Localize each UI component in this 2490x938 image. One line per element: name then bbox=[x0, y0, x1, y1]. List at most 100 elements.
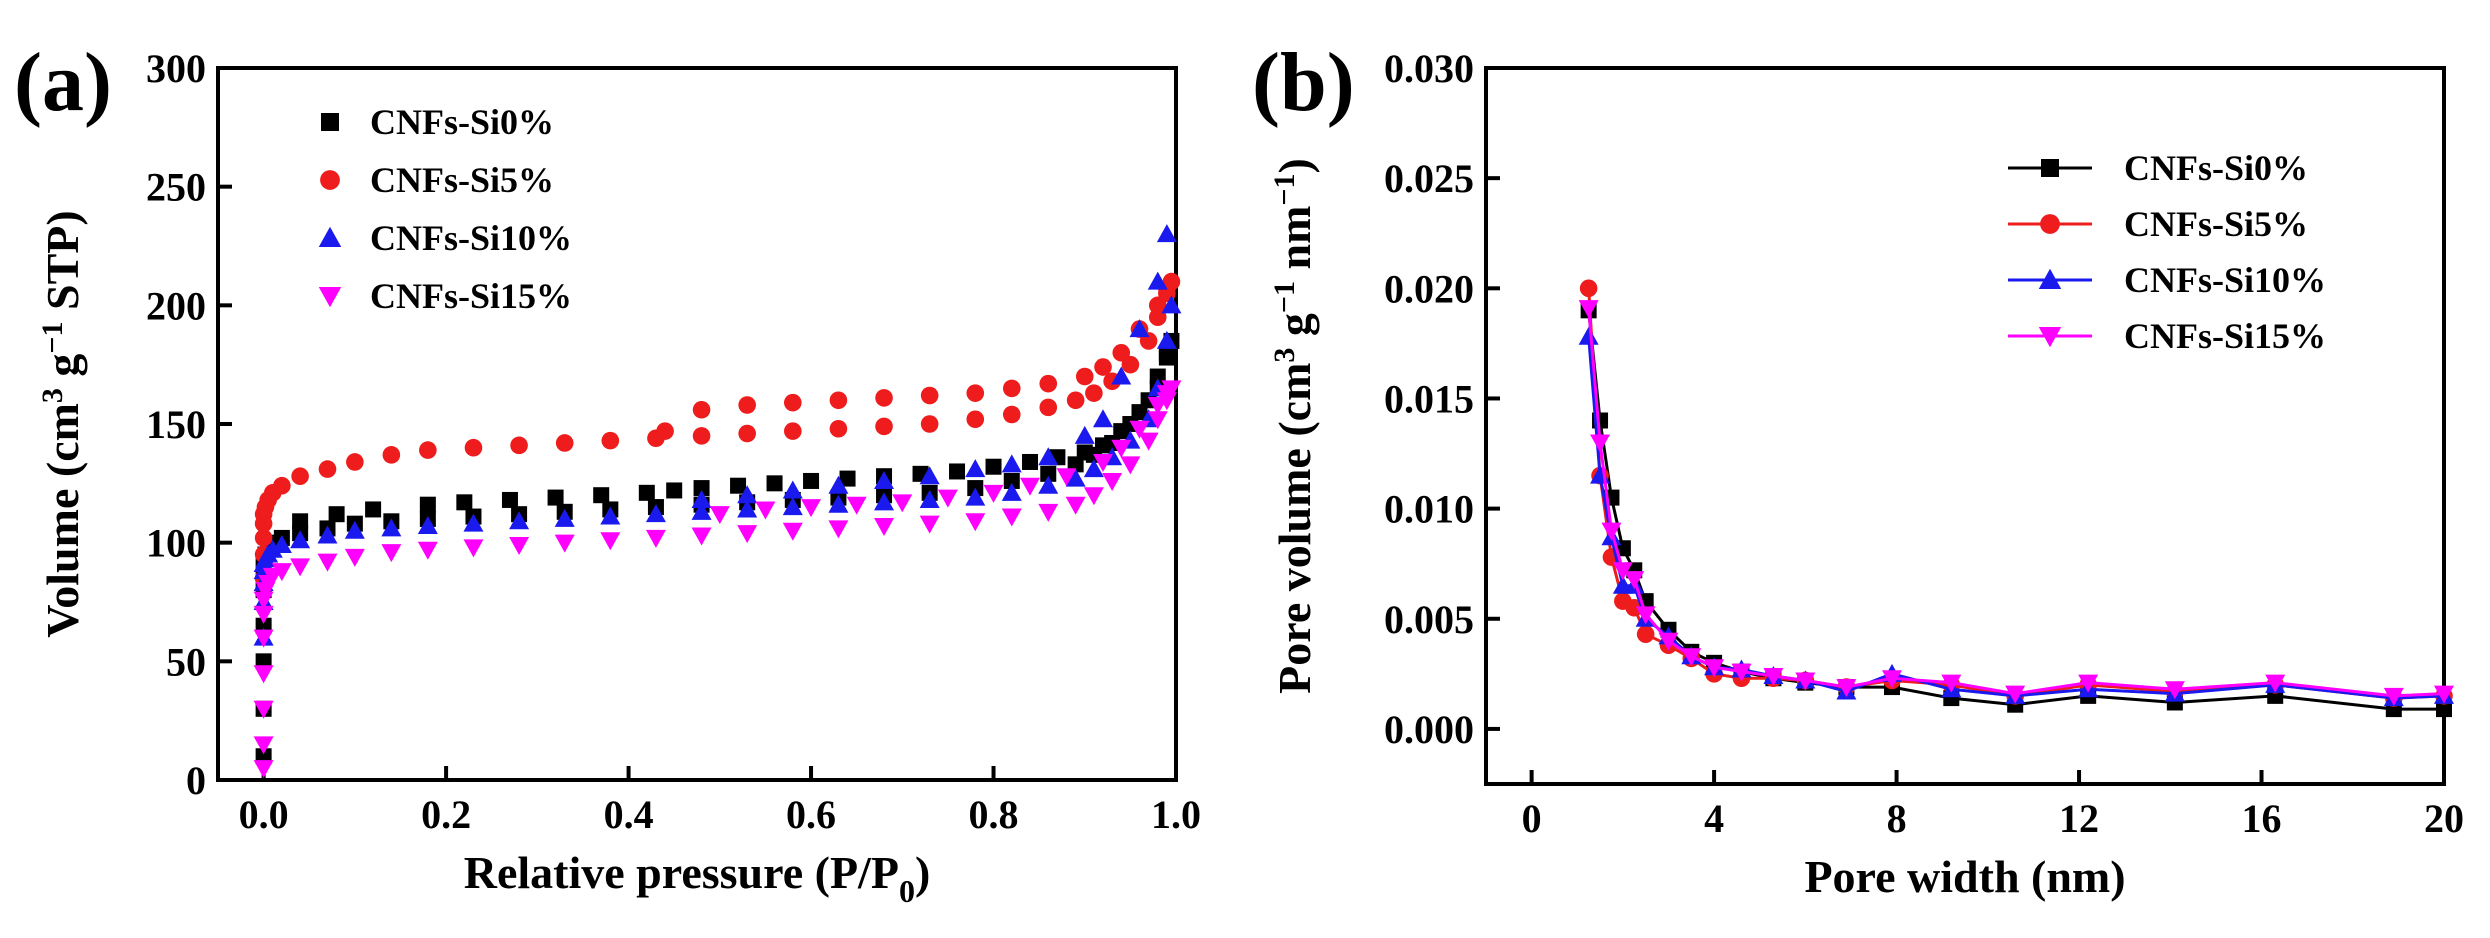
data-point bbox=[801, 499, 822, 518]
data-point bbox=[2436, 701, 2452, 718]
panel-b-x-axis-title: Pore width (nm) bbox=[1804, 851, 2125, 902]
panel-b-y-axis-title: Pore volume (cm3 g−1 nm−1) bbox=[1268, 158, 1320, 694]
data-point bbox=[1156, 224, 1177, 243]
panel-b-legend: CNFs-Si0% CNFs-Si5% CNFs-Si10% CNFs-Si15% bbox=[2008, 148, 2326, 356]
data-point bbox=[1076, 444, 1093, 461]
x-tick-label: 20 bbox=[2424, 796, 2464, 841]
data-point bbox=[1836, 679, 1857, 698]
data-point bbox=[2005, 685, 2026, 704]
data-point bbox=[1065, 496, 1086, 515]
data-point bbox=[1138, 432, 1159, 451]
data-point bbox=[828, 520, 849, 539]
data-point bbox=[291, 467, 309, 486]
legend-entry: CNFs-Si0% bbox=[2008, 148, 2308, 188]
data-point bbox=[262, 539, 283, 558]
legend-entry: CNFs-Si10% bbox=[318, 218, 572, 258]
legend-marker bbox=[318, 287, 342, 308]
data-point bbox=[1001, 508, 1022, 527]
data-point bbox=[1731, 663, 1752, 682]
data-point bbox=[983, 484, 1004, 503]
data-point bbox=[874, 492, 895, 511]
x-tick-label: 4 bbox=[1704, 796, 1724, 841]
data-point bbox=[1612, 562, 1633, 581]
legend-entry: CNFs-Si15% bbox=[318, 276, 572, 316]
data-point bbox=[2078, 674, 2099, 693]
data-point bbox=[1093, 453, 1114, 472]
data-point bbox=[1001, 454, 1022, 473]
panel-a-y-axis-title: Volume (cm3 g−1 STP) bbox=[36, 210, 88, 637]
data-point bbox=[1158, 349, 1175, 366]
data-point bbox=[645, 504, 666, 523]
panel-a-letter: (a) bbox=[14, 36, 112, 129]
data-point bbox=[344, 548, 365, 567]
panel-a-plot-frame bbox=[216, 66, 1178, 782]
data-point bbox=[656, 422, 674, 440]
data-point bbox=[1111, 366, 1132, 385]
data-point bbox=[892, 494, 913, 513]
y-tick-label: 0.020 bbox=[1384, 266, 1474, 311]
legend-entry: CNFs-Si0% bbox=[321, 102, 554, 142]
data-point bbox=[730, 477, 747, 494]
data-point bbox=[1148, 296, 1167, 315]
data-point bbox=[738, 396, 756, 414]
data-point bbox=[828, 475, 849, 494]
data-point bbox=[920, 415, 939, 433]
data-point bbox=[328, 506, 345, 523]
data-point bbox=[1882, 670, 1903, 689]
y-tick-label: 300 bbox=[146, 46, 206, 91]
data-point bbox=[1590, 434, 1611, 453]
data-point bbox=[253, 736, 274, 755]
data-point bbox=[784, 393, 802, 412]
data-point bbox=[966, 410, 985, 429]
data-point bbox=[737, 485, 758, 504]
data-point bbox=[1578, 300, 1599, 319]
data-point bbox=[417, 541, 438, 560]
data-point bbox=[501, 491, 518, 508]
panel-b: (b) 0.0000.0050.0100.0150.0200.0250.030 … bbox=[1252, 36, 2464, 902]
series-line bbox=[1587, 310, 2444, 711]
data-point bbox=[782, 522, 803, 541]
data-point bbox=[737, 499, 758, 518]
data-point bbox=[346, 453, 364, 471]
data-point bbox=[290, 530, 311, 549]
data-point bbox=[463, 513, 484, 532]
legend-marker bbox=[2038, 268, 2062, 289]
data-point bbox=[463, 539, 484, 558]
data-point bbox=[1111, 439, 1132, 458]
data-point bbox=[693, 480, 710, 497]
legend-label: CNFs-Si10% bbox=[370, 218, 572, 258]
data-point bbox=[919, 489, 940, 508]
data-point bbox=[381, 518, 402, 537]
data-point bbox=[271, 563, 292, 582]
data-point bbox=[1658, 632, 1679, 651]
panel-a-series bbox=[253, 224, 1182, 779]
x-tick-label: 16 bbox=[2242, 796, 2282, 841]
data-point bbox=[464, 438, 483, 457]
data-point bbox=[965, 459, 986, 478]
data-point bbox=[1129, 319, 1150, 338]
data-point bbox=[874, 518, 895, 537]
x-tick-label: 0.6 bbox=[786, 792, 836, 837]
panel-b-letter: (b) bbox=[1252, 36, 1355, 129]
data-point bbox=[937, 489, 958, 508]
data-point bbox=[829, 419, 848, 438]
data-point bbox=[1039, 398, 1058, 417]
data-point bbox=[839, 470, 856, 487]
data-point bbox=[691, 489, 712, 508]
legend-label: CNFs-Si15% bbox=[370, 276, 572, 316]
legend-label: CNFs-Si10% bbox=[2124, 260, 2326, 300]
data-point bbox=[782, 497, 803, 516]
legend-marker bbox=[318, 226, 342, 247]
data-point bbox=[1102, 472, 1123, 491]
data-point bbox=[784, 422, 802, 440]
data-point bbox=[755, 501, 776, 520]
data-point bbox=[1075, 367, 1094, 386]
data-point bbox=[1022, 453, 1039, 470]
x-tick-label: 1.0 bbox=[1151, 792, 1201, 837]
data-point bbox=[766, 475, 783, 492]
data-point bbox=[253, 760, 274, 779]
data-point bbox=[253, 605, 274, 624]
legend-entry: CNFs-Si15% bbox=[2008, 316, 2326, 356]
data-point bbox=[1038, 503, 1059, 522]
